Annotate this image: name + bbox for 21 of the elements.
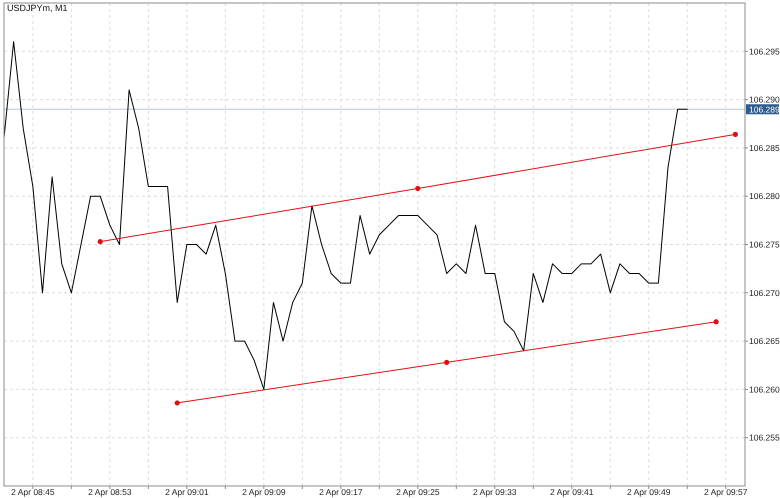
x-tick-label: 2 Apr 08:45 <box>11 487 55 497</box>
line-series <box>4 41 688 390</box>
y-tick-label: 106.290 <box>749 94 780 105</box>
x-tick-label: 2 Apr 09:33 <box>473 487 517 497</box>
x-tick-label: 2 Apr 09:57 <box>704 487 748 497</box>
y-tick-label: 106.295 <box>749 46 780 56</box>
y-tick-label: 106.275 <box>749 240 780 250</box>
x-tick-label: 2 Apr 09:09 <box>242 487 286 497</box>
chart-title: USDJPYm, M1 <box>7 3 68 13</box>
y-tick-label: 106.270 <box>749 288 780 298</box>
x-tick-label: 2 Apr 09:49 <box>627 487 671 497</box>
y-tick-label: 106.280 <box>749 191 780 202</box>
x-tick-label: 2 Apr 09:25 <box>396 487 440 497</box>
y-tick-label: 106.285 <box>749 142 780 153</box>
x-tick-label: 2 Apr 09:01 <box>165 487 209 497</box>
x-tick-label: 2 Apr 09:17 <box>319 487 363 497</box>
y-tick-label: 106.265 <box>749 336 780 346</box>
y-tick-label: 106.255 <box>749 432 780 443</box>
y-tick-label: 106.260 <box>749 384 780 394</box>
x-tick-label: 2 Apr 08:53 <box>88 487 132 497</box>
x-tick-label: 2 Apr 09:41 <box>550 487 594 497</box>
